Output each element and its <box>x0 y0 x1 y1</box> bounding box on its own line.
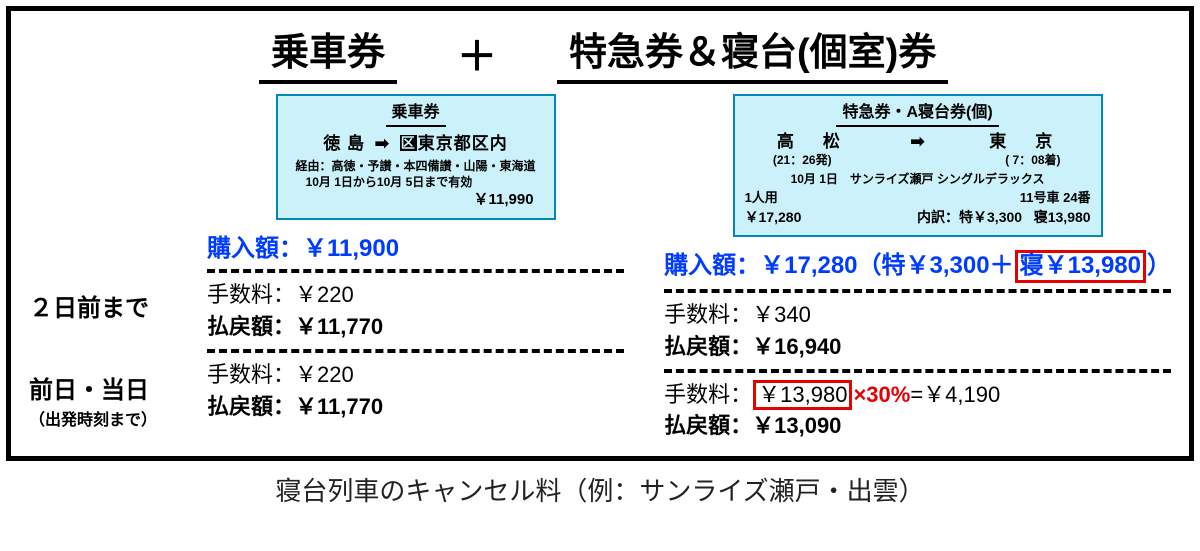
basic-fare-ticket: 乗車券 徳 島 ➡ 区東京都区内 経由：高徳・予讃・本四備讃・山陽・東海道 10… <box>276 94 556 220</box>
ticket-left-valid: 10月 1日から10月 5日まで有効 <box>288 174 544 190</box>
plus-sign: ＋ <box>457 24 497 82</box>
purchase-right-main: 購入額：￥17,280 <box>664 252 857 279</box>
label-2days-text: ２日前まで <box>29 295 149 324</box>
ticket-left-via: 経由：高徳・予讃・本四備讃・山陽・東海道 <box>288 158 544 174</box>
purchase-left: 購入額：￥11,900 <box>207 228 624 263</box>
row-label-daybefore: 前日・当日 （出発時刻まで） <box>29 364 207 442</box>
bed-fare-highlight-box: 寝￥13,980 <box>1015 250 1146 282</box>
divider-dash <box>664 289 1171 293</box>
divider-dash <box>664 369 1171 373</box>
row-label-2days: ２日前まで <box>29 270 207 348</box>
cancel-fee-result: =￥4,190 <box>910 382 1000 407</box>
left-r2-refund: 払戻額：￥11,770 <box>207 391 624 423</box>
ticket-right-date-train: 10月 1日 サンライズ瀬戸 シングルデラックス <box>745 171 1091 187</box>
header-row: 乗車券 ＋ 特急券＆寝台(個室)券 <box>199 21 1171 84</box>
capacity: 1人用 <box>745 189 778 207</box>
purchase-right: 購入額：￥17,280（特￥3,300＋寝￥13,980） <box>664 245 1171 282</box>
ticket-left-title: 乗車券 <box>386 102 446 127</box>
express-bed-column: 特急券・A寝台券(個) 高 松 ➡ 東 京 (21：26発) ( 7：08着) … <box>664 94 1171 442</box>
left-r1-fee: 手数料：￥220 <box>207 279 624 311</box>
ticket-left-from: 徳 島 <box>323 134 365 153</box>
ticket-right-breakdown: 内訳：特￥3,300 寝13,980 <box>917 208 1091 227</box>
dep-time: (21：26発) <box>745 152 859 168</box>
header-right-title: 特急券＆寝台(個室)券 <box>557 21 948 84</box>
ticket-right-price: ￥17,280 <box>745 208 802 227</box>
right-r1-block: 手数料：￥340 払戻額：￥16,940 <box>664 299 1171 363</box>
ticket-left-to: 東京都区内 <box>418 134 508 153</box>
ticket-left-price: ￥11,990 <box>288 190 544 210</box>
express-bed-ticket: 特急券・A寝台券(個) 高 松 ➡ 東 京 (21：26発) ( 7：08着) … <box>733 94 1103 237</box>
label-daybefore-sub: （出発時刻まで） <box>29 406 207 430</box>
arr-time: ( 7：08着) <box>976 152 1090 168</box>
basic-fare-column: 乗車券 徳 島 ➡ 区東京都区内 経由：高徳・予讃・本四備讃・山陽・東海道 10… <box>207 94 624 442</box>
ticket-right-price-row: ￥17,280 内訳：特￥3,300 寝13,980 <box>745 208 1091 227</box>
diagram-caption: 寝台列車のキャンセル料（例：サンライズ瀬戸・出雲） <box>0 471 1200 508</box>
left-r1-block: 手数料：￥220 払戻額：￥11,770 <box>207 279 624 343</box>
purchase-right-breakdown-open: （特￥3,300＋ <box>858 252 1014 279</box>
bed-fare-calc-box: ￥13,980 <box>753 380 852 410</box>
ticket-left-route: 徳 島 ➡ 区東京都区内 <box>288 133 544 156</box>
row-label-column: ２日前まで 前日・当日 （出発時刻まで） <box>29 94 207 442</box>
arrow-icon: ➡ <box>910 131 924 154</box>
purchase-right-breakdown-close: ） <box>1147 252 1171 279</box>
ticket-right-times: (21：26発) ( 7：08着) <box>745 152 1091 168</box>
right-r2-block: 手数料：￥13,980×30%=￥4,190 払戻額：￥13,090 <box>664 379 1171 443</box>
left-r2-block: 手数料：￥220 払戻額：￥11,770 <box>207 359 624 423</box>
arrow-icon: ➡ <box>375 134 390 153</box>
left-r1-refund: 払戻額：￥11,770 <box>207 311 624 343</box>
car-seat: 11号車 24番 <box>1020 189 1091 207</box>
ticket-right-to: 東 京 <box>989 131 1058 154</box>
ticket-right-capacity-row: 1人用 11号車 24番 <box>745 189 1091 207</box>
right-r2-refund: 払戻額：￥13,090 <box>664 410 1171 442</box>
content-row: ２日前まで 前日・当日 （出発時刻まで） 乗車券 徳 島 ➡ 区東京都区内 経由… <box>29 94 1171 442</box>
divider-dash <box>207 269 624 273</box>
ticket-right-title: 特急券・A寝台券(個) <box>836 102 998 127</box>
ticket-right-from: 高 松 <box>777 131 846 154</box>
cancel-percent: ×30% <box>853 382 910 407</box>
header-left-title: 乗車券 <box>259 21 397 84</box>
left-r2-fee: 手数料：￥220 <box>207 359 624 391</box>
right-r1-fee: 手数料：￥340 <box>664 299 1171 331</box>
right-r2-fee: 手数料：￥13,980×30%=￥4,190 <box>664 379 1171 411</box>
divider-dash <box>207 349 624 353</box>
right-r1-refund: 払戻額：￥16,940 <box>664 331 1171 363</box>
fare-diagram-frame: 乗車券 ＋ 特急券＆寝台(個室)券 ２日前まで 前日・当日 （出発時刻まで） 乗… <box>6 6 1194 461</box>
zone-mark-icon: 区 <box>400 135 417 151</box>
ticket-right-route: 高 松 ➡ 東 京 <box>745 131 1091 154</box>
label-daybefore-text: 前日・当日 <box>29 377 207 406</box>
